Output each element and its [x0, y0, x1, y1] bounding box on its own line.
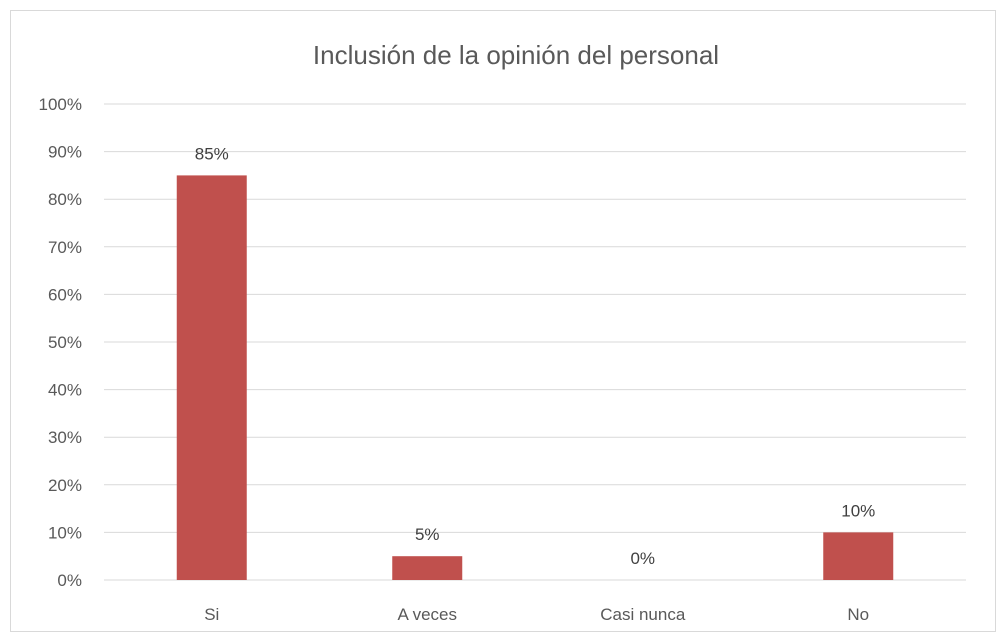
data-label: 0% — [630, 549, 655, 568]
y-tick-label: 60% — [48, 285, 82, 304]
chart-title: Inclusión de la opinión del personal — [313, 40, 719, 70]
data-label: 5% — [415, 525, 440, 544]
bars — [176, 175, 894, 580]
data-labels: 85% 5% 0% 10% — [195, 144, 876, 568]
gridlines — [104, 103, 966, 581]
bar — [823, 532, 894, 580]
y-tick-label: 80% — [48, 190, 82, 209]
y-tick-label: 70% — [48, 238, 82, 257]
data-label: 85% — [195, 144, 229, 163]
y-tick-label: 40% — [48, 381, 82, 400]
y-tick-label: 10% — [48, 523, 82, 542]
y-axis-ticks: 0% 10% 20% 30% 40% 50% 60% 70% 80% 90% 100% — [39, 95, 82, 590]
data-label: 10% — [841, 501, 875, 520]
x-axis-categories: Si A veces Casi nunca No — [204, 605, 869, 624]
y-tick-label: 0% — [57, 571, 82, 590]
bar — [392, 556, 463, 580]
y-tick-label: 90% — [48, 143, 82, 162]
y-tick-label: 100% — [39, 95, 82, 114]
y-tick-label: 30% — [48, 428, 82, 447]
x-category-label: No — [847, 605, 869, 624]
y-tick-label: 20% — [48, 476, 82, 495]
bar — [176, 175, 247, 580]
x-category-label: A veces — [397, 605, 457, 624]
x-category-label: Casi nunca — [600, 605, 686, 624]
chart-frame — [10, 10, 996, 632]
y-tick-label: 50% — [48, 333, 82, 352]
x-category-label: Si — [204, 605, 219, 624]
